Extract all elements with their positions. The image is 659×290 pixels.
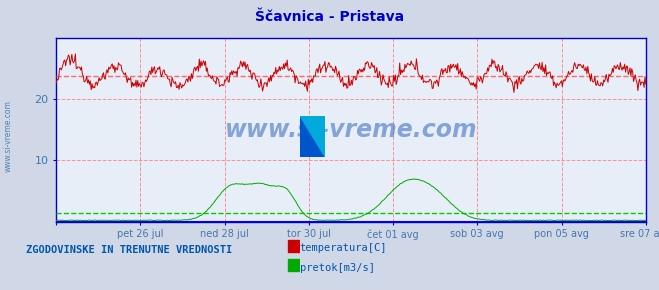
Polygon shape	[300, 116, 325, 157]
Text: www.si-vreme.com: www.si-vreme.com	[225, 118, 477, 142]
Bar	[288, 240, 299, 252]
Text: temperatura[C]: temperatura[C]	[300, 243, 387, 253]
Bar	[288, 259, 299, 271]
Text: pretok[m3/s]: pretok[m3/s]	[300, 263, 375, 273]
Polygon shape	[300, 116, 325, 157]
Text: ZGODOVINSKE IN TRENUTNE VREDNOSTI: ZGODOVINSKE IN TRENUTNE VREDNOSTI	[26, 245, 233, 255]
Text: Ščavnica - Pristava: Ščavnica - Pristava	[255, 10, 404, 24]
Text: www.si-vreme.com: www.si-vreme.com	[3, 100, 13, 172]
